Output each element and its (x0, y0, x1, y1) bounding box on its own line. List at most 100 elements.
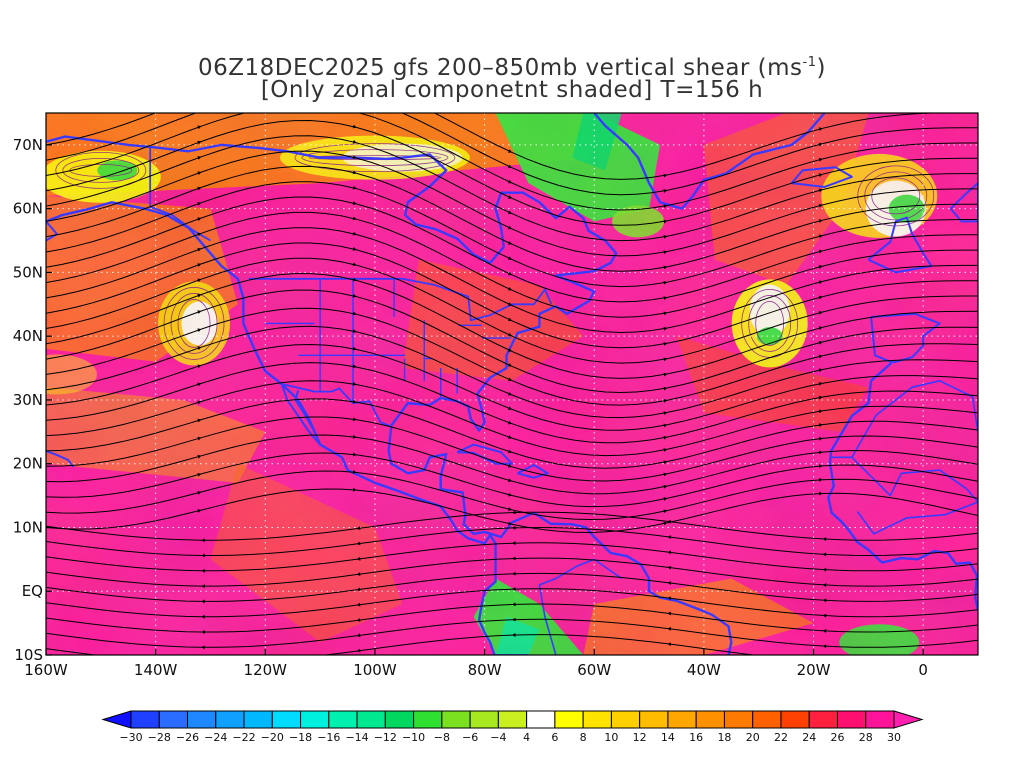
streamline-arrow (352, 185, 357, 190)
streamline (46, 227, 978, 334)
streamline-arrow (663, 265, 668, 270)
streamline-arrow (663, 219, 668, 224)
streamline-arrow (197, 491, 202, 495)
streamline-layer (46, 94, 978, 655)
colorbar-swatch (752, 710, 782, 729)
streamline-arrow (197, 400, 202, 405)
streamline-arrow (663, 296, 668, 300)
streamline-arrow (663, 472, 668, 477)
streamline-arrow (356, 526, 361, 531)
streamline-arrow (818, 423, 823, 427)
streamline-arrow (819, 450, 823, 455)
streamline-arrow (818, 265, 823, 269)
streamline-arrow (818, 173, 823, 177)
colorbar-label: −14 (345, 731, 368, 744)
colorbar-label: 16 (689, 731, 703, 744)
streamline-arrow (197, 509, 202, 513)
streamline-arrow (356, 618, 361, 622)
shading-texture (46, 113, 978, 655)
streamline-arrow (512, 510, 516, 515)
streamline (46, 557, 978, 587)
streamline-arrow (818, 157, 823, 162)
streamline-arrow (508, 332, 512, 337)
colorbar-swatch (780, 710, 810, 729)
longitude-axis: 160W 140W 120W 100W 80W 60W 40W 20W 0 (24, 649, 928, 679)
lat-tick-label: 70N (13, 136, 43, 154)
streamline-arrow (818, 142, 823, 147)
streamline-arrow (352, 231, 357, 236)
colorbar-swatch (271, 710, 302, 729)
streamline-arrow (818, 219, 823, 223)
colorbar-label: −6 (462, 731, 478, 744)
streamline-arrow (352, 262, 357, 267)
lon-tick-label: 20W (797, 661, 831, 679)
colorbar-swatch (158, 710, 189, 729)
streamline-arrow (353, 94, 357, 98)
streamline-arrow (352, 346, 357, 351)
streamline (46, 618, 978, 648)
streamline-arrow (197, 263, 202, 267)
colorbar-label: −18 (289, 731, 312, 744)
streamline-arrow (508, 406, 512, 410)
shear-shading-layer (46, 113, 978, 655)
streamline-arrow (197, 186, 202, 191)
border-us-mexico (281, 383, 391, 427)
streamline-arrow (663, 326, 668, 331)
colorbar-label: −24 (204, 731, 227, 744)
streamline-arrow (508, 286, 512, 291)
streamline-arrow (356, 541, 361, 546)
streamline-arrow (508, 302, 512, 306)
colorbar-swatch (300, 710, 330, 729)
streamline-arrow (512, 617, 516, 622)
streamline-arrow (508, 363, 512, 367)
streamline-arrow (818, 409, 823, 414)
latitude-axis: 70N 60N 50N 40N 30N 20N 10N EQ 10S (13, 136, 52, 664)
colorbar-swatch (130, 710, 160, 729)
streamline-arrow (197, 328, 202, 333)
streamline-arrow (197, 247, 202, 252)
colorbar-swatch (441, 710, 471, 729)
streamline-arrow (512, 525, 516, 530)
streamline-arrow (508, 478, 512, 483)
streamline-arrow (512, 556, 516, 561)
lat-tick-label: EQ (22, 582, 43, 600)
streamline-arrow (512, 587, 516, 591)
streamline (46, 113, 978, 196)
streamline (46, 273, 978, 379)
streamline-arrow (663, 311, 668, 316)
streamline (46, 542, 978, 572)
colorbar-label: −10 (402, 731, 425, 744)
streamline-arrow (508, 317, 512, 322)
streamline-arrow (508, 463, 512, 468)
streamline-arrow (822, 552, 827, 557)
streamline-arrow (818, 310, 823, 315)
lat-tick-label: 10N (13, 518, 43, 536)
streamline-arrow (201, 584, 205, 589)
streamline-arrow (512, 633, 516, 637)
streamline-arrow (352, 311, 357, 316)
coastline-cuba (456, 443, 513, 465)
streamline-arrow (822, 567, 827, 572)
streamline-arrow (352, 329, 357, 333)
streamline-arrow (663, 509, 668, 514)
streamline-arrow (663, 497, 668, 501)
streamline-arrow (508, 225, 512, 230)
streamline (46, 257, 978, 364)
streamline-arrow (818, 354, 823, 359)
colorbar-label: 8 (580, 731, 587, 744)
lon-tick-label: 60W (577, 661, 611, 679)
streamline-arrow (663, 204, 668, 209)
streamline-arrow (667, 642, 672, 647)
colorbar-swatch (639, 710, 669, 729)
streamline-arrow (508, 449, 512, 454)
streamline-arrow (512, 571, 516, 576)
streamline-arrow (663, 435, 668, 440)
border-sahel (851, 456, 978, 535)
streamline-arrow (352, 487, 357, 492)
coastline-iberia (870, 312, 941, 364)
streamline-arrow (822, 537, 827, 542)
colorbar-label: 12 (633, 731, 647, 744)
streamline-arrow (818, 368, 823, 373)
streamline-arrow (356, 556, 361, 561)
